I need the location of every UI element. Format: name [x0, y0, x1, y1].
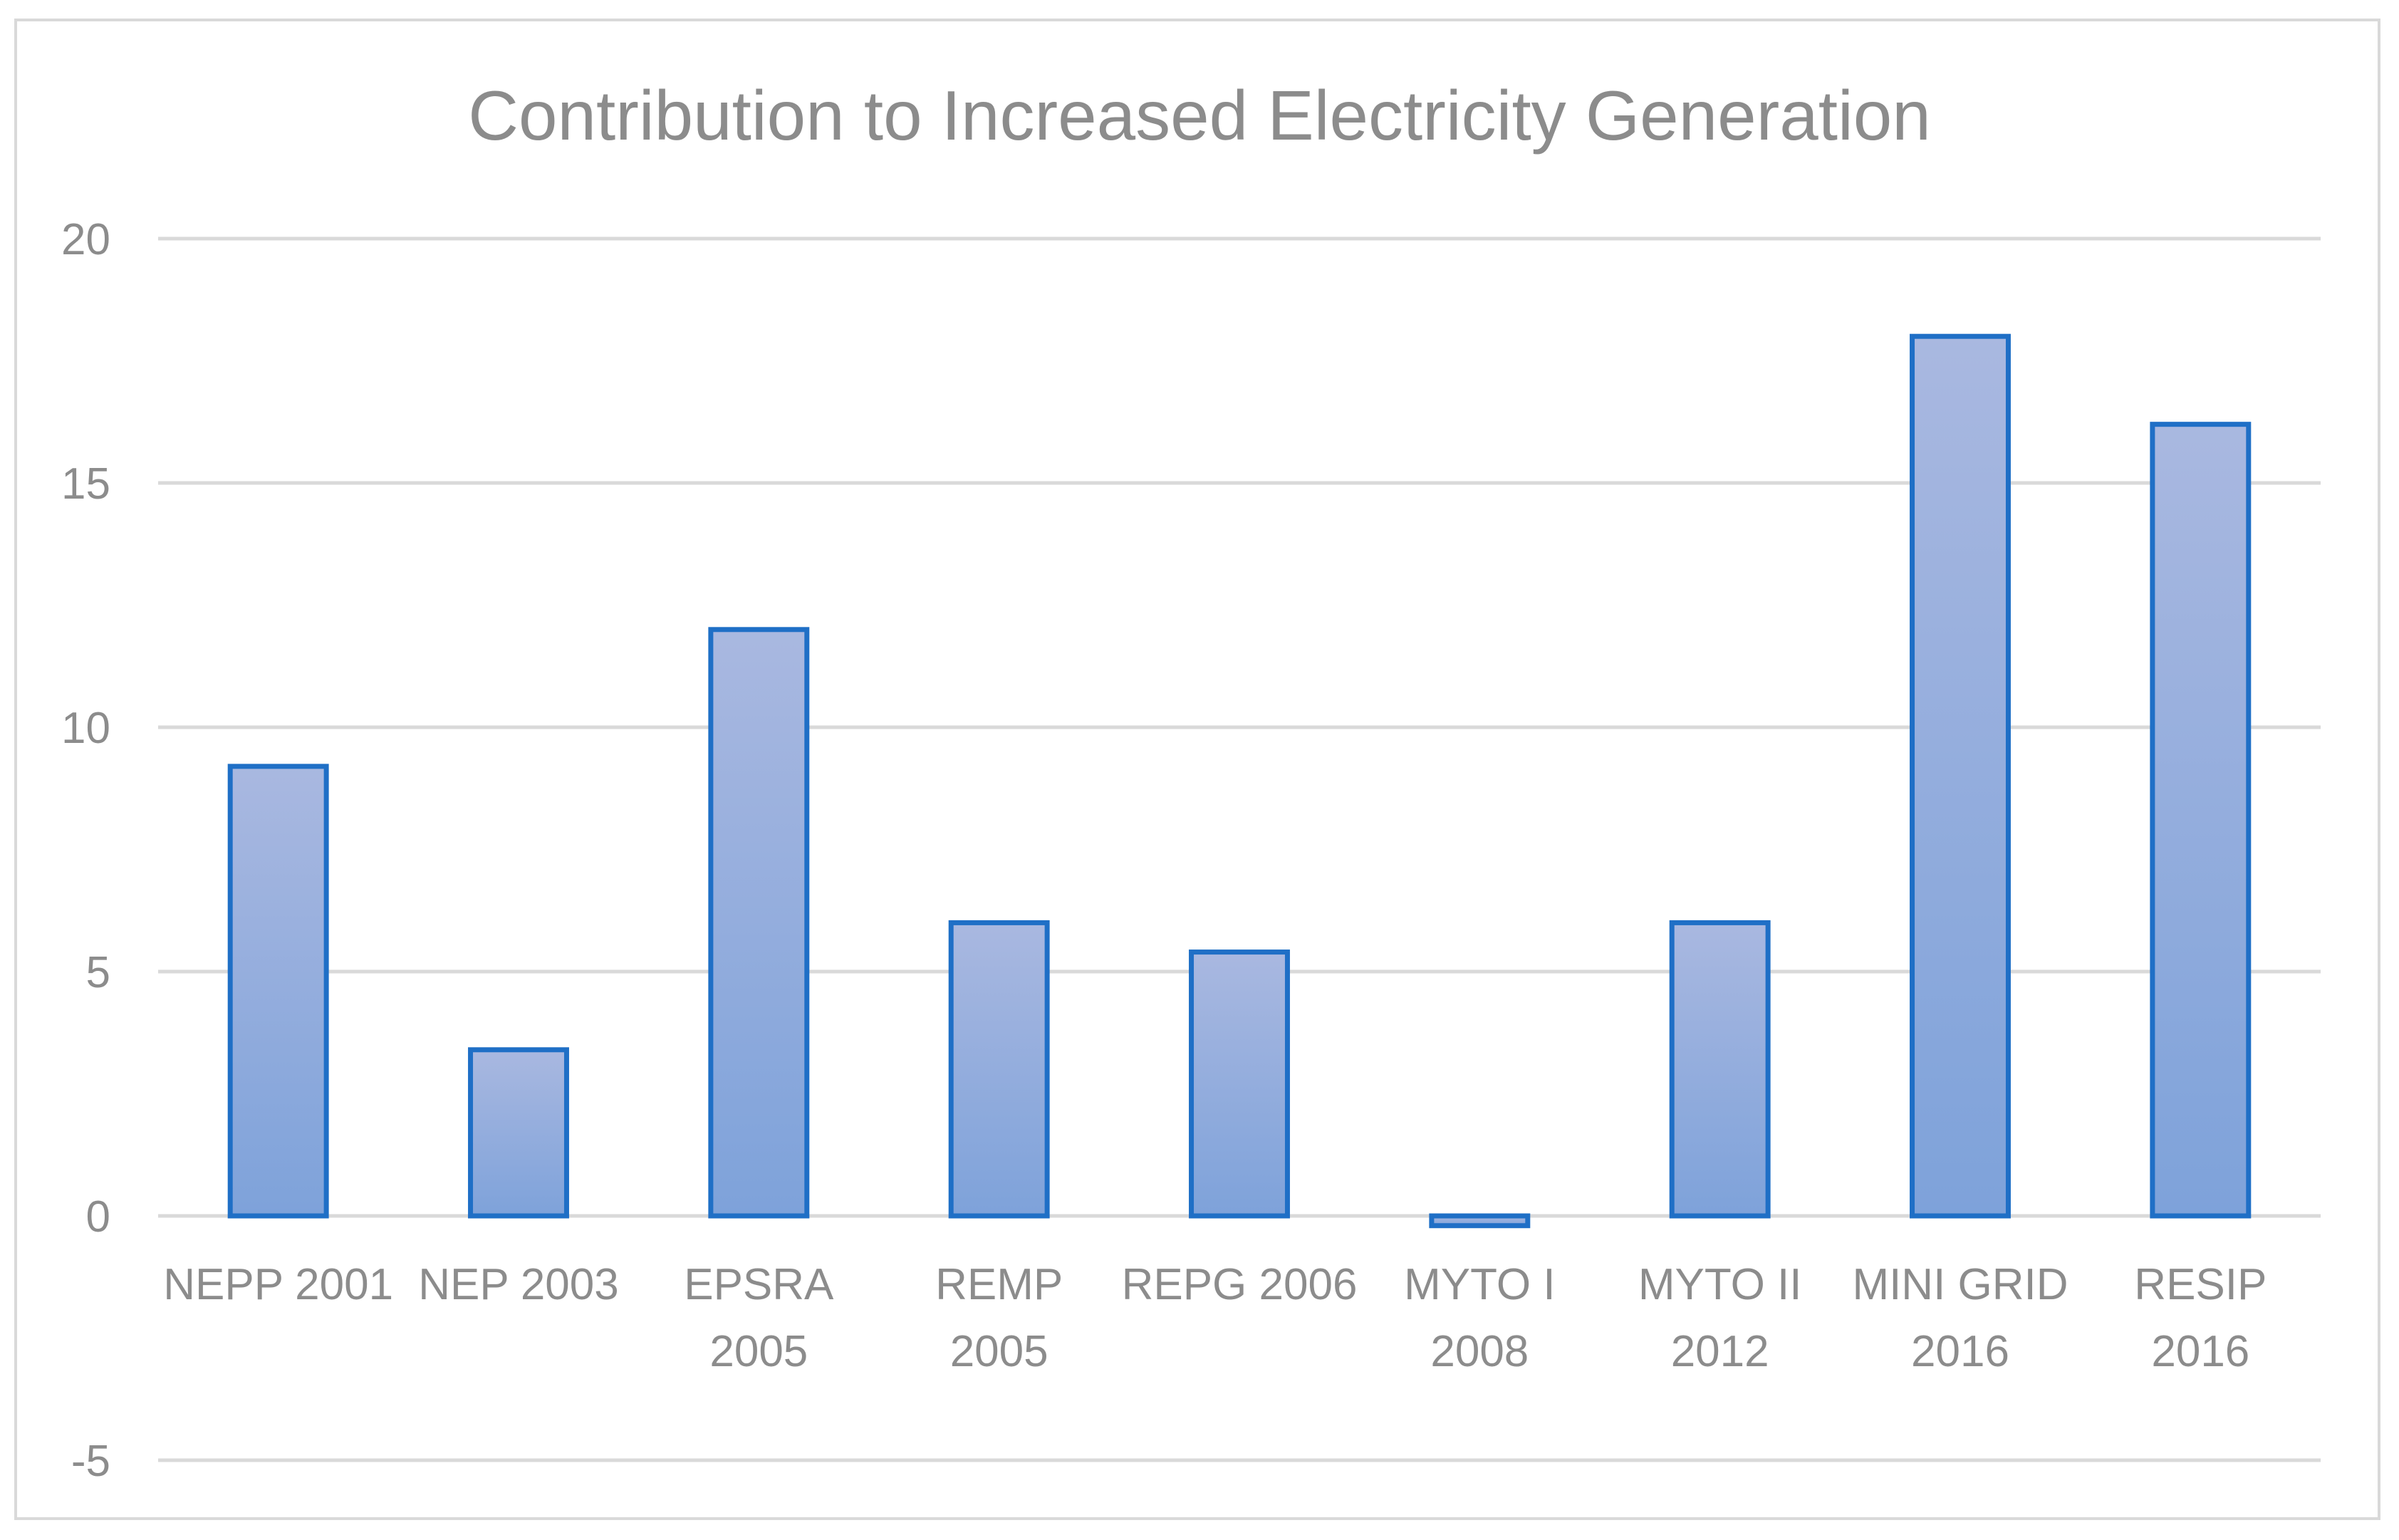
x-tick-label: MYTO II 2012	[1638, 1260, 1802, 1376]
y-tick-label: 5	[86, 948, 110, 997]
x-tick-label: REMP 2005	[935, 1260, 1063, 1376]
x-tick-label-line: EPSRA	[684, 1260, 834, 1309]
chart-title: Contribution to Increased Electricity Ge…	[468, 76, 1931, 155]
x-tick-label-line: MINI GRID	[1852, 1260, 2068, 1309]
bar	[2150, 422, 2252, 1219]
x-tick-label: EPSRA 2005	[684, 1260, 834, 1376]
y-tick-label: 20	[61, 215, 110, 264]
x-tick-label-line: 2005	[950, 1327, 1048, 1376]
bar	[1910, 333, 2011, 1219]
x-tick-label: NEPP 2001	[163, 1260, 393, 1309]
x-tick-label-line: REPG 2006	[1122, 1260, 1358, 1309]
x-tick-label-line: 2016	[2151, 1327, 2249, 1376]
x-tick-label-line: 2016	[1911, 1327, 2009, 1376]
bars	[227, 333, 2252, 1229]
x-tick-label-line: 2005	[709, 1327, 808, 1376]
x-tick-label: MYTO I 2008	[1404, 1260, 1555, 1376]
y-tick-label: -5	[71, 1437, 110, 1486]
x-tick-label: REPG 2006	[1122, 1260, 1358, 1309]
y-tick-label: 10	[61, 704, 110, 753]
x-tick-label-line: MYTO I	[1404, 1260, 1555, 1309]
x-tick-label: NEP 2003	[418, 1260, 619, 1309]
x-tick-label-line: RESIP	[2134, 1260, 2267, 1309]
bar	[708, 627, 810, 1219]
x-tick-label-line: NEP 2003	[418, 1260, 619, 1309]
x-tick-label: MINI GRID 2016	[1852, 1260, 2068, 1376]
x-tick-label-line: NEPP 2001	[163, 1260, 393, 1309]
bar	[1429, 1213, 1531, 1229]
x-tick-label: RESIP 2016	[2134, 1260, 2267, 1376]
bar	[227, 764, 329, 1219]
y-tick-label: 15	[61, 459, 110, 509]
y-tick-label: 0	[86, 1192, 110, 1242]
y-axis-ticks: -5 0 5 10 15 20	[61, 215, 110, 1486]
x-tick-label-line: MYTO II	[1638, 1260, 1802, 1309]
x-tick-label-line: REMP	[935, 1260, 1063, 1309]
x-tick-label-line: 2008	[1430, 1327, 1529, 1376]
x-axis-ticks: NEPP 2001 NEP 2003 EPSRA 2005 REMP 2005 REPG 2…	[163, 1260, 2267, 1376]
bar	[948, 920, 1050, 1219]
bar	[468, 1047, 569, 1219]
bar	[1189, 950, 1290, 1219]
x-tick-label-line: 2012	[1671, 1327, 1769, 1376]
bar	[1669, 920, 1771, 1219]
